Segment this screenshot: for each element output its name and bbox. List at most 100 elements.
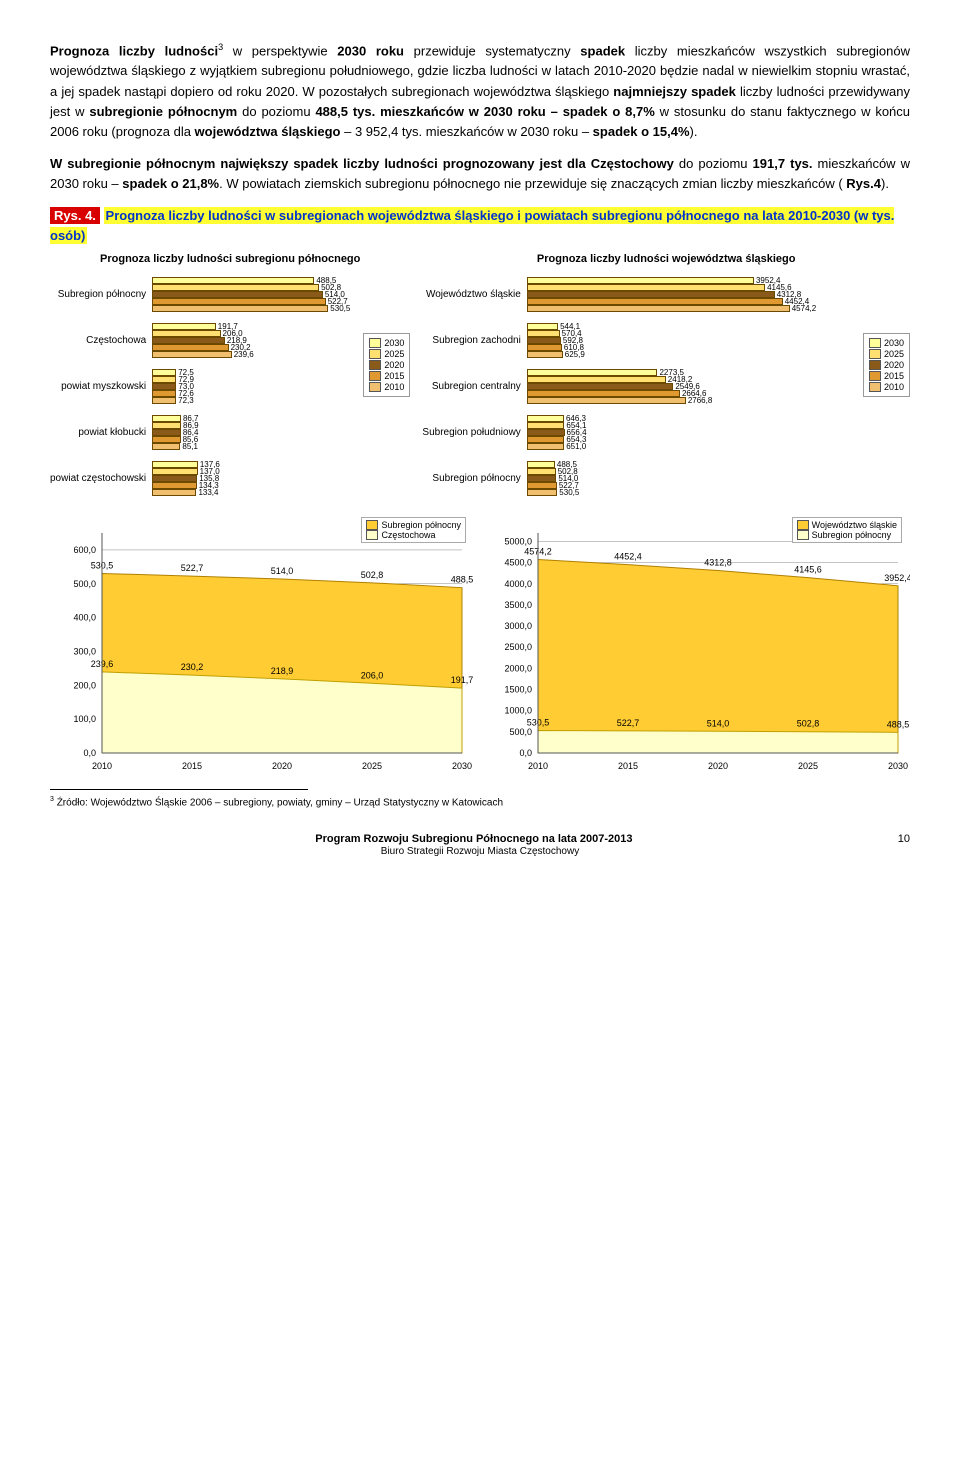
hbar-group: 646,3654,1656,4654,3651,0 xyxy=(527,409,910,455)
hbar: 86,7 xyxy=(152,415,181,422)
hbar: 191,7 xyxy=(152,323,216,330)
category-label: Subregion północny xyxy=(50,271,146,317)
legend-swatch xyxy=(366,530,378,540)
xtick-label: 2030 xyxy=(452,761,472,771)
datapoint-label: 488,5 xyxy=(887,720,910,730)
hbar: 522,7 xyxy=(527,482,557,489)
page-number: 10 xyxy=(898,833,910,845)
hbar-left-category-labels: Subregion północnyCzęstochowapowiat mysz… xyxy=(50,271,152,501)
legend-swatch xyxy=(369,349,381,359)
legend-swatch xyxy=(369,360,381,370)
legend-swatch xyxy=(369,338,381,348)
category-label: Subregion centralny xyxy=(422,363,520,409)
page-footer: Program Rozwoju Subregionu Północnego na… xyxy=(50,833,910,857)
area-chart-right-svg-container: 0,0500,01000,01500,02000,02500,03000,035… xyxy=(486,515,910,775)
hbar: 72,6 xyxy=(152,390,176,397)
legend-swatch xyxy=(366,520,378,530)
hbar-group: 86,786,986,485,685,1 xyxy=(152,409,410,455)
hbar-value: 4574,2 xyxy=(792,304,816,313)
area-series-bottom xyxy=(538,731,898,753)
datapoint-label: 230,2 xyxy=(181,662,204,672)
hbar: 656,4 xyxy=(527,429,565,436)
hbar: 137,6 xyxy=(152,461,198,468)
ytick-label: 0,0 xyxy=(519,748,532,758)
hbar: 2664,6 xyxy=(527,390,680,397)
area-chart-right: 0,0500,01000,01500,02000,02500,03000,035… xyxy=(486,515,910,775)
datapoint-label: 3952,4 xyxy=(884,573,910,583)
hbar: 134,3 xyxy=(152,482,197,489)
area-chart-svg: 0,0100,0200,0300,0400,0500,0600,0530,552… xyxy=(50,515,474,775)
hbar-group: 488,5502,8514,0522,7530,5 xyxy=(527,455,910,501)
ytick-label: 5000,0 xyxy=(504,537,532,547)
hbar: 137,0 xyxy=(152,468,197,475)
hbar-value: 85,1 xyxy=(182,442,198,451)
legend-item: Częstochowa xyxy=(366,530,461,540)
hbar-right-bars: 3952,44145,64312,84452,44574,2544,1570,4… xyxy=(527,271,910,501)
hbar-value: 651,0 xyxy=(566,442,586,451)
hbar: 646,3 xyxy=(527,415,564,422)
ytick-label: 100,0 xyxy=(73,714,96,724)
area-legend: Województwo śląskieSubregion północny xyxy=(792,517,902,543)
footer-sub: Biuro Strategii Rozwoju Miasta Częstocho… xyxy=(381,846,579,857)
hbar: 2549,6 xyxy=(527,383,674,390)
legend-item: 2015 xyxy=(369,371,404,381)
xtick-label: 2020 xyxy=(708,761,728,771)
hbar-charts-row: Prognoza liczby ludności subregionu półn… xyxy=(50,253,910,501)
hbar-value: 530,5 xyxy=(559,488,579,497)
legend-swatch xyxy=(797,520,809,530)
legend-label: 2015 xyxy=(884,371,904,381)
footnote-rule xyxy=(50,789,308,794)
xtick-label: 2020 xyxy=(272,761,292,771)
datapoint-label: 191,7 xyxy=(451,675,474,685)
hbar: 4574,2 xyxy=(527,305,790,312)
footer-title: Program Rozwoju Subregionu Północnego na… xyxy=(315,833,632,845)
category-label: powiat kłobucki xyxy=(50,409,146,455)
hbar: 610,8 xyxy=(527,344,562,351)
area-chart-left-svg-container: 0,0100,0200,0300,0400,0500,0600,0530,552… xyxy=(50,515,474,775)
hbar: 544,1 xyxy=(527,323,558,330)
hbar: 502,8 xyxy=(527,468,556,475)
legend-years-left: 20302025202020152010 xyxy=(363,333,410,397)
figure-label: Rys. 4. xyxy=(50,207,100,224)
datapoint-label: 522,7 xyxy=(181,563,204,573)
legend-swatch xyxy=(369,371,381,381)
ytick-label: 2500,0 xyxy=(504,643,532,653)
hbar: 651,0 xyxy=(527,443,564,450)
hbar: 72,3 xyxy=(152,397,176,404)
ytick-label: 600,0 xyxy=(73,545,96,555)
datapoint-label: 206,0 xyxy=(361,671,384,681)
ytick-label: 4000,0 xyxy=(504,579,532,589)
legend-swatch xyxy=(869,382,881,392)
hbar: 218,9 xyxy=(152,337,225,344)
legend-swatch xyxy=(869,349,881,359)
legend-label: 2030 xyxy=(884,338,904,348)
datapoint-label: 488,5 xyxy=(451,575,474,585)
legend-item: 2010 xyxy=(869,382,904,392)
xtick-label: 2010 xyxy=(92,761,112,771)
ytick-label: 1500,0 xyxy=(504,685,532,695)
legend-label: 2025 xyxy=(384,349,404,359)
area-charts-row: 0,0100,0200,0300,0400,0500,0600,0530,552… xyxy=(50,515,910,775)
xtick-label: 2030 xyxy=(888,761,908,771)
hbar-value: 2766,8 xyxy=(688,396,712,405)
hbar: 3952,4 xyxy=(527,277,754,284)
legend-item: 2030 xyxy=(869,338,904,348)
hbar: 4312,8 xyxy=(527,291,775,298)
hbar: 530,5 xyxy=(527,489,557,496)
datapoint-label: 218,9 xyxy=(271,666,294,676)
hbar-group: 137,6137,0135,8134,3133,4 xyxy=(152,455,410,501)
legend-swatch xyxy=(869,360,881,370)
ytick-label: 3000,0 xyxy=(504,621,532,631)
hbar-value: 72,3 xyxy=(178,396,194,405)
hbar: 570,4 xyxy=(527,330,560,337)
datapoint-label: 4312,8 xyxy=(704,558,732,568)
datapoint-label: 502,8 xyxy=(797,719,820,729)
category-label: Subregion południowy xyxy=(422,409,520,455)
hbar: 73,0 xyxy=(152,383,176,390)
category-label: powiat częstochowski xyxy=(50,455,146,501)
xtick-label: 2025 xyxy=(362,761,382,771)
ytick-label: 2000,0 xyxy=(504,664,532,674)
legend-item: 2025 xyxy=(369,349,404,359)
category-label: Województwo śląskie xyxy=(422,271,520,317)
hbar: 133,4 xyxy=(152,489,196,496)
